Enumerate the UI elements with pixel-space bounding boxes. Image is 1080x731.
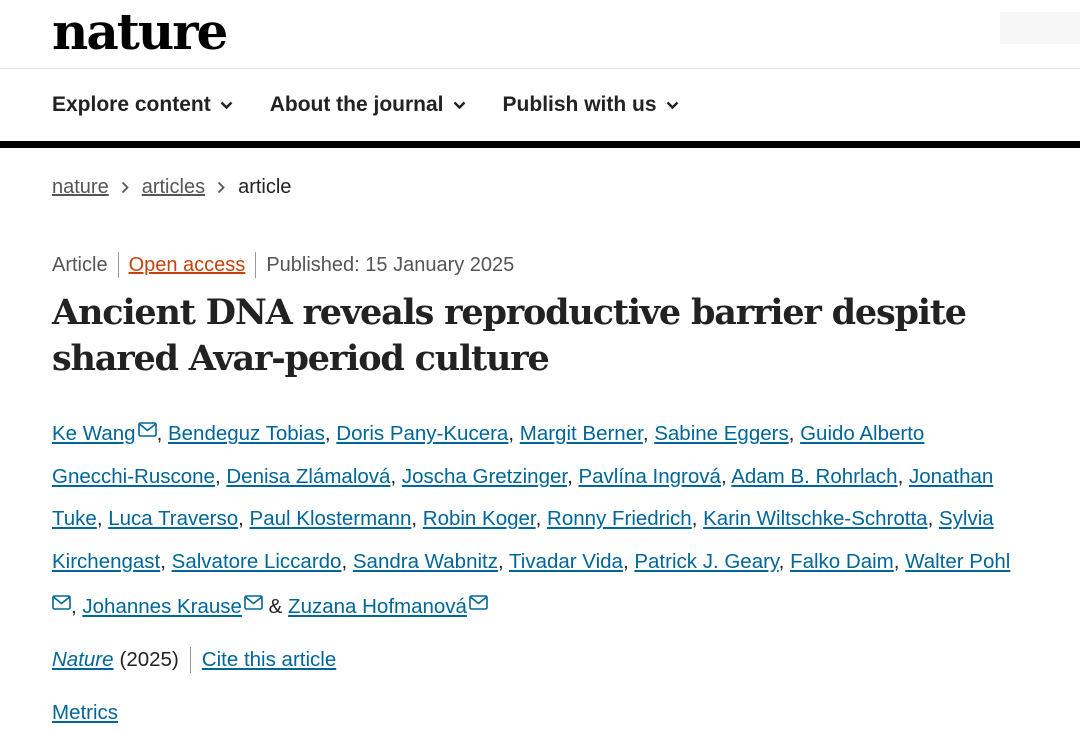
nav-explore-content[interactable]: Explore content bbox=[52, 90, 233, 120]
nav-publish-with-us[interactable]: Publish with us bbox=[503, 90, 679, 120]
author-separator: , bbox=[642, 422, 655, 445]
citation-line: Nature (2025) Cite this article bbox=[52, 647, 336, 673]
header-divider bbox=[0, 68, 1080, 69]
author-link[interactable]: Pavlína Ingrová bbox=[578, 464, 721, 488]
author-link[interactable]: Tivadar Vida bbox=[509, 549, 623, 573]
author-separator: , bbox=[341, 549, 353, 573]
author-separator: , bbox=[238, 507, 250, 530]
author-separator: , bbox=[788, 422, 801, 445]
author-line: Kirchengast, Salvatore Liccardo, Sandra … bbox=[52, 541, 1010, 584]
author-link[interactable]: Patrick J. Geary bbox=[634, 549, 779, 573]
author-separator: , bbox=[156, 422, 168, 445]
author-link[interactable]: Zuzana Hofmanová bbox=[288, 595, 467, 618]
header-right-area bbox=[1000, 12, 1080, 44]
author-separator: , bbox=[927, 507, 939, 530]
chevron-down-icon bbox=[220, 101, 233, 110]
breadcrumb-current: article bbox=[238, 176, 292, 198]
chevron-right-icon bbox=[217, 181, 226, 194]
cite-this-article-link[interactable]: Cite this article bbox=[201, 648, 337, 671]
author-link[interactable]: Sabine Eggers bbox=[654, 422, 789, 445]
author-separator: , bbox=[214, 464, 227, 488]
article-title-line-1: Ancient DNA reveals reproductive barrier… bbox=[52, 292, 967, 333]
chevron-down-icon bbox=[453, 101, 466, 110]
nature-logo[interactable]: nature bbox=[52, 2, 228, 61]
citation-divider bbox=[189, 647, 191, 673]
nav-explore-content-label: Explore content bbox=[52, 93, 211, 116]
author-line: , Johannes Krause & Zuzana Hofmanová bbox=[52, 583, 1010, 629]
author-separator: , bbox=[691, 507, 704, 530]
author-separator: , bbox=[160, 549, 172, 573]
author-line: Tuke, Luca Traverso, Paul Klostermann, R… bbox=[52, 498, 1010, 541]
author-link[interactable]: Sylvia bbox=[938, 507, 994, 530]
author-link[interactable]: Margit Berner bbox=[519, 422, 643, 445]
author-link[interactable]: Gnecchi-Ruscone bbox=[52, 464, 215, 488]
author-link[interactable]: Sandra Wabnitz bbox=[352, 549, 498, 573]
breadcrumb-nature[interactable]: nature bbox=[52, 176, 109, 198]
author-link[interactable]: Paul Klostermann bbox=[249, 507, 412, 530]
author-link[interactable]: Robin Koger bbox=[422, 507, 536, 530]
chevron-down-icon bbox=[666, 101, 679, 110]
author-separator: , bbox=[508, 422, 520, 445]
nav-divider bbox=[0, 141, 1080, 148]
mail-icon[interactable] bbox=[244, 583, 263, 626]
chevron-right-icon bbox=[121, 181, 130, 194]
author-separator: , bbox=[622, 549, 635, 573]
open-access-link[interactable]: Open access bbox=[128, 253, 246, 276]
author-separator: , bbox=[567, 464, 579, 488]
breadcrumb-articles[interactable]: articles bbox=[141, 176, 206, 198]
author-link[interactable]: Karin Wiltschke-Schrotta bbox=[703, 507, 928, 530]
article-meta: Article Open access Published: 15 Januar… bbox=[52, 252, 514, 278]
article-title-line-2: shared Avar-period culture bbox=[52, 338, 550, 379]
breadcrumb: nature articles article bbox=[52, 176, 291, 199]
author-link[interactable]: Kirchengast bbox=[52, 549, 161, 573]
meta-divider bbox=[117, 252, 119, 278]
metrics-link[interactable]: Metrics bbox=[52, 701, 119, 724]
main-nav: Explore content About the journal Publis… bbox=[52, 90, 716, 120]
nav-publish-with-us-label: Publish with us bbox=[502, 93, 657, 116]
author-list: Ke Wang, Bendeguz Tobias, Doris Pany-Kuc… bbox=[52, 410, 1010, 629]
article-title: Ancient DNA reveals reproductive barrier… bbox=[52, 290, 1052, 382]
author-separator: , bbox=[778, 549, 791, 573]
article-type: Article bbox=[52, 253, 108, 276]
author-link[interactable]: Adam B. Rohrlach bbox=[731, 464, 898, 488]
author-link[interactable]: Falko Daim bbox=[790, 549, 894, 573]
author-link[interactable]: Ronny Friedrich bbox=[547, 507, 692, 530]
author-separator: , bbox=[96, 507, 109, 530]
author-link[interactable]: Joscha Gretzinger bbox=[401, 464, 568, 488]
author-link[interactable]: Guido Alberto bbox=[800, 422, 925, 445]
mail-icon[interactable] bbox=[137, 410, 157, 453]
author-separator: , bbox=[497, 549, 509, 573]
mail-icon[interactable] bbox=[52, 583, 71, 626]
nav-about-the-journal[interactable]: About the journal bbox=[270, 90, 466, 120]
journal-link[interactable]: Nature bbox=[52, 648, 114, 671]
published-date: Published: 15 January 2025 bbox=[266, 253, 515, 276]
author-line: Ke Wang, Bendeguz Tobias, Doris Pany-Kuc… bbox=[52, 410, 1010, 456]
author-separator: , bbox=[893, 549, 906, 573]
meta-divider bbox=[255, 252, 257, 278]
author-separator: , bbox=[71, 595, 83, 618]
author-link[interactable]: Denisa Zlámalová bbox=[226, 464, 391, 488]
author-separator: , bbox=[411, 507, 423, 530]
author-separator: , bbox=[897, 464, 909, 488]
author-link[interactable]: Luca Traverso bbox=[108, 507, 239, 530]
author-link[interactable]: Johannes Krause bbox=[82, 595, 242, 618]
journal-year: (2025) bbox=[119, 648, 179, 671]
author-separator: , bbox=[720, 464, 732, 488]
author-separator: , bbox=[390, 464, 402, 488]
author-link[interactable]: Tuke bbox=[52, 507, 97, 530]
author-link[interactable]: Walter Pohl bbox=[905, 549, 1011, 573]
author-link[interactable]: Doris Pany-Kucera bbox=[336, 422, 509, 445]
author-link[interactable]: Jonathan bbox=[908, 464, 994, 488]
nav-about-the-journal-label: About the journal bbox=[269, 93, 444, 116]
author-separator: , bbox=[535, 507, 548, 530]
author-link[interactable]: Salvatore Liccardo bbox=[171, 549, 342, 573]
author-separator: & bbox=[262, 595, 289, 618]
author-link[interactable]: Ke Wang bbox=[52, 422, 136, 445]
author-link[interactable]: Bendeguz Tobias bbox=[167, 422, 325, 445]
mail-icon[interactable] bbox=[469, 583, 488, 626]
author-separator: , bbox=[324, 422, 337, 445]
author-line: Gnecchi-Ruscone, Denisa Zlámalová, Josch… bbox=[52, 456, 1010, 499]
